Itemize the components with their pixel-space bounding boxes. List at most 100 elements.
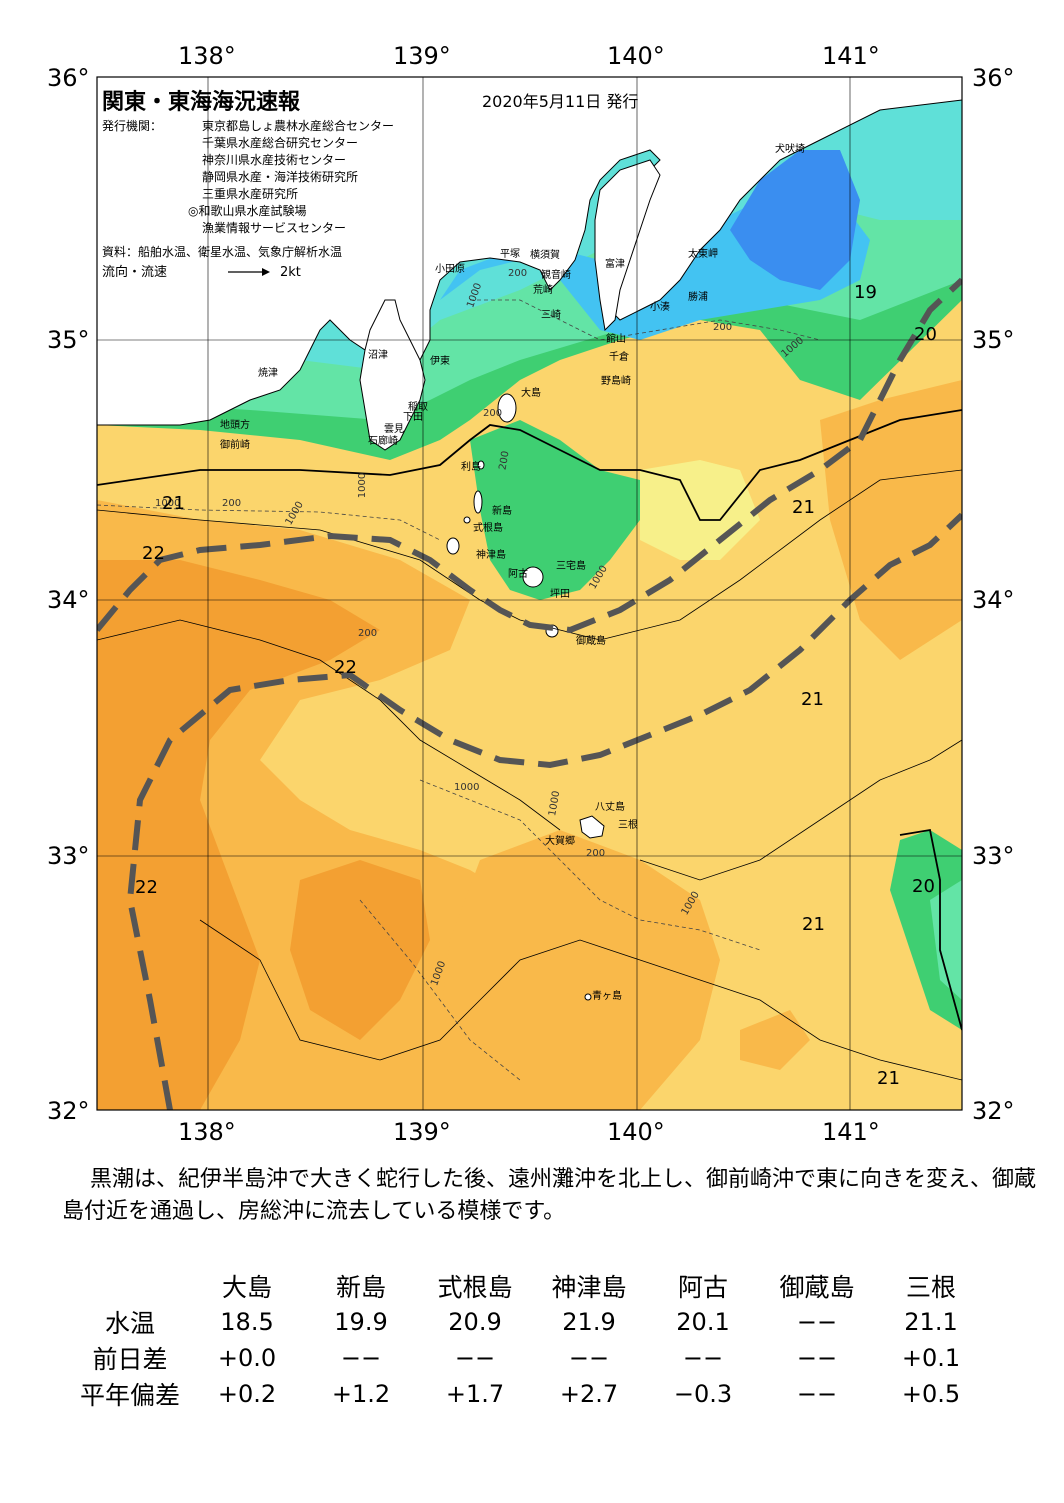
table-cell: +1.2 (331, 1380, 391, 1408)
land-izu (359, 299, 426, 451)
table-cell: −− (568, 1344, 610, 1372)
data-source: 資料：船舶水温、衛星水温、気象庁解析水温 (102, 245, 343, 259)
sst-izu-green (470, 420, 640, 600)
table-column-header: 新島 (335, 1273, 386, 1302)
sst-23-mid (290, 860, 430, 1040)
place-label: 平塚 (500, 249, 520, 260)
place-label: 小田原 (435, 264, 465, 275)
place-label: 三崎 (541, 310, 561, 321)
lon-label-top-138: 138° (178, 42, 236, 70)
map-frame (96, 76, 963, 1111)
lat-label-right-36: 36° (972, 64, 1015, 92)
depth-contour-1000-a (97, 504, 441, 541)
place-label: 稲取 (408, 402, 428, 413)
table-cell: +0.2 (217, 1380, 277, 1408)
table-cell: −0.3 (673, 1380, 733, 1408)
island-hachijojima (579, 815, 605, 839)
lon-label-top-139: 139° (393, 42, 451, 70)
place-label: 式根島 (473, 523, 503, 534)
table-corner (70, 1268, 190, 1304)
table-row: 平年偏差 +0.2 +1.2 +1.7 +2.7 −0.3 −− +0.5 (70, 1376, 988, 1412)
lon-label-bottom-140: 140° (607, 1118, 665, 1146)
place-label: 館山 (606, 334, 626, 345)
isotherm-label: 21 (801, 689, 824, 710)
place-label: 三根 (618, 820, 638, 831)
place-label: 八丈島 (595, 802, 625, 813)
table-cell: 19.9 (334, 1308, 388, 1336)
table-row: 前日差 +0.0 −− −− −− −− −− +0.1 (70, 1340, 988, 1376)
lat-label-left-33: 33° (47, 842, 90, 870)
isotherm-thin-2 (97, 619, 561, 831)
sst-20-east2 (930, 880, 962, 1000)
table-row: 水温 18.5 19.9 20.9 21.9 20.1 −− 21.1 (70, 1304, 988, 1340)
lon-label-bottom-139: 139° (393, 1118, 451, 1146)
table-cell: +0.5 (901, 1380, 961, 1408)
kuroshio-north-axis (97, 277, 962, 634)
isotherm-label: 22 (334, 657, 357, 678)
map-title: 関東・東海海況速報 (102, 90, 301, 115)
issue-date: 2020年5月11日 発行 (482, 92, 639, 111)
depth-label: 200 (222, 498, 242, 509)
island-toshima (477, 460, 485, 470)
place-label: 三宅島 (556, 561, 586, 572)
place-label: 神津島 (476, 550, 506, 561)
table-cell: 18.5 (220, 1308, 274, 1336)
sst-22-east (820, 380, 962, 660)
place-label: 荒崎 (533, 285, 553, 296)
depth-label: 1000 (357, 472, 369, 499)
isotherm-21-north (97, 409, 962, 521)
place-label: 坪田 (550, 589, 570, 600)
publisher-item: 三重県水産研究所 (202, 187, 299, 201)
table-cell: −− (796, 1380, 838, 1408)
lon-label-top-141: 141° (822, 42, 880, 70)
depth-label: 200 (586, 848, 606, 859)
place-label: 下田 (403, 412, 423, 423)
table-cell: −− (340, 1344, 382, 1372)
lon-label-bottom-138: 138° (178, 1118, 236, 1146)
table-cell: +2.7 (559, 1380, 619, 1408)
place-label: 観音崎 (541, 270, 571, 281)
depth-label: 200 (713, 322, 733, 333)
place-label: 焼津 (258, 368, 278, 379)
lat-label-right-33: 33° (972, 842, 1015, 870)
island-oshima (497, 393, 517, 423)
lat-lon-grid (97, 77, 962, 1110)
isotherm-thin-3 (639, 739, 962, 881)
table-cell: 21.9 (562, 1308, 616, 1336)
lon-label-bottom-141: 141° (822, 1118, 880, 1146)
table-cell: +1.7 (445, 1380, 505, 1408)
depth-contour-1000-b (419, 779, 761, 951)
lat-label-right-34: 34° (972, 586, 1015, 614)
table-cell: −− (454, 1344, 496, 1372)
place-label: 太東岬 (688, 249, 718, 260)
place-label: 利島 (461, 462, 481, 473)
place-label: 石廊崎 (368, 436, 398, 447)
table-column-header: 三根 (905, 1273, 956, 1302)
island-aogashima (584, 993, 592, 1001)
table-cell: 20.9 (448, 1308, 502, 1336)
publisher-item: 東京都島しょ農林水産総合センター (202, 119, 395, 133)
place-label: 新島 (492, 506, 512, 517)
place-label: 犬吠埼 (775, 144, 805, 155)
table-column-header: 神津島 (551, 1273, 627, 1302)
land-boso (594, 159, 661, 332)
place-label: 地頭方 (220, 420, 250, 431)
lat-label-right-35: 35° (972, 326, 1015, 354)
place-label: 大賀郷 (545, 836, 575, 847)
publisher-item: 千葉県水産総合研究センター (202, 136, 359, 150)
depth-contour-1000-d (359, 899, 521, 1081)
table-header-row: 大島 新島 式根島 神津島 阿古 御蔵島 三根 (70, 1268, 988, 1304)
isotherm-thin-4 (199, 919, 962, 1081)
isotherm-label: 19 (854, 282, 877, 303)
isotherm-label: 22 (142, 543, 165, 564)
table-column-header: 式根島 (437, 1273, 513, 1302)
depth-label: 200 (358, 628, 378, 639)
publisher-item: 神奈川県水産技術センター (202, 153, 347, 167)
sst-18-boso (730, 150, 860, 290)
table-cell: +0.0 (217, 1344, 277, 1372)
water-temperature-table: 大島 新島 式根島 神津島 阿古 御蔵島 三根 水温 18.5 19.9 20.… (70, 1268, 988, 1412)
place-label: 雲見 (384, 424, 404, 435)
depth-label: 1000 (155, 498, 181, 509)
isotherm-label: 20 (912, 876, 935, 897)
publisher-item: 漁業情報サービスセンター (202, 221, 347, 235)
